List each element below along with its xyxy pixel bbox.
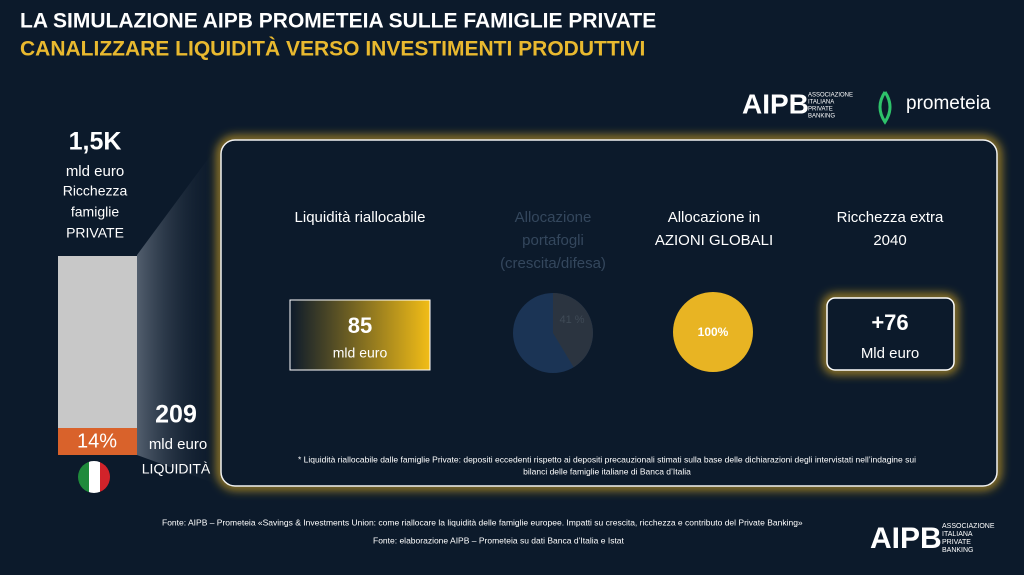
title: LA SIMULAZIONE AIPB PROMETEIA SULLE FAMI… xyxy=(20,10,656,33)
prometeia-icon xyxy=(878,91,892,125)
logo-caption: ASSOCIAZIONE xyxy=(808,93,853,99)
share-label: 14% xyxy=(77,430,117,452)
panel xyxy=(220,139,998,487)
liquidity-bar xyxy=(58,428,137,455)
aipb-logo: AIPB xyxy=(742,88,809,119)
italy-flag xyxy=(78,461,110,493)
footnote: * Liquidità riallocabile dalle famiglie … xyxy=(298,454,916,464)
logo-caption: ITALIANA xyxy=(808,100,834,106)
extra-box xyxy=(826,297,955,371)
liquidity-value: 209 xyxy=(155,401,197,429)
footnote: bilanci delle famiglie italiane di Banca… xyxy=(523,466,691,476)
wealth-total: 1,5K xyxy=(69,128,122,156)
col-unit: Mld euro xyxy=(861,345,919,362)
logo-caption: PRIVATE xyxy=(808,107,833,113)
logo-caption: ITALIANA xyxy=(942,531,973,538)
logo-caption: BANKING xyxy=(942,547,974,554)
aipb-logo-bottom: AIPB xyxy=(870,522,942,555)
pie-slice xyxy=(553,293,593,368)
col-heading: (crescita/difesa) xyxy=(500,255,606,272)
col-heading: 2040 xyxy=(873,232,906,249)
subtitle: CANALIZZARE LIQUIDITÀ VERSO INVESTIMENTI… xyxy=(20,38,645,61)
liquidity-unit: mld euro xyxy=(149,436,207,453)
source: Fonte: AIPB – Prometeia «Savings & Inves… xyxy=(162,517,803,527)
col-value: 100% xyxy=(698,325,729,339)
gold-circle xyxy=(673,292,753,372)
wealth-label: PRIVATE xyxy=(66,225,124,241)
source: Fonte: elaborazione AIPB – Prometeia su … xyxy=(373,535,625,545)
prometeia-logo: prometeia xyxy=(906,93,991,114)
logo-caption: PRIVATE xyxy=(942,539,971,546)
col-heading: Allocazione in xyxy=(668,209,761,226)
col-heading: Ricchezza extra xyxy=(837,209,944,226)
col-value: 85 xyxy=(348,313,372,338)
col-heading: AZIONI GLOBALI xyxy=(655,232,773,249)
zoom-cone xyxy=(137,140,222,486)
col-value: 41 % xyxy=(559,314,584,326)
wealth-label: Ricchezza xyxy=(63,183,128,199)
col-value: +76 xyxy=(871,310,908,335)
wealth-label: famiglie xyxy=(71,204,119,220)
wealth-unit: mld euro xyxy=(66,163,124,180)
col-heading: portafogli xyxy=(522,232,584,249)
liquidity-box xyxy=(289,299,431,371)
col-heading: Allocazione xyxy=(515,209,592,226)
wealth-bar xyxy=(58,256,137,428)
liquidity-label: LIQUIDITÀ xyxy=(142,461,211,477)
logo-caption: BANKING xyxy=(808,114,835,120)
col-unit: mld euro xyxy=(333,345,388,361)
col-heading: Liquidità riallocabile xyxy=(295,209,426,226)
logo-caption: ASSOCIAZIONE xyxy=(942,523,995,530)
